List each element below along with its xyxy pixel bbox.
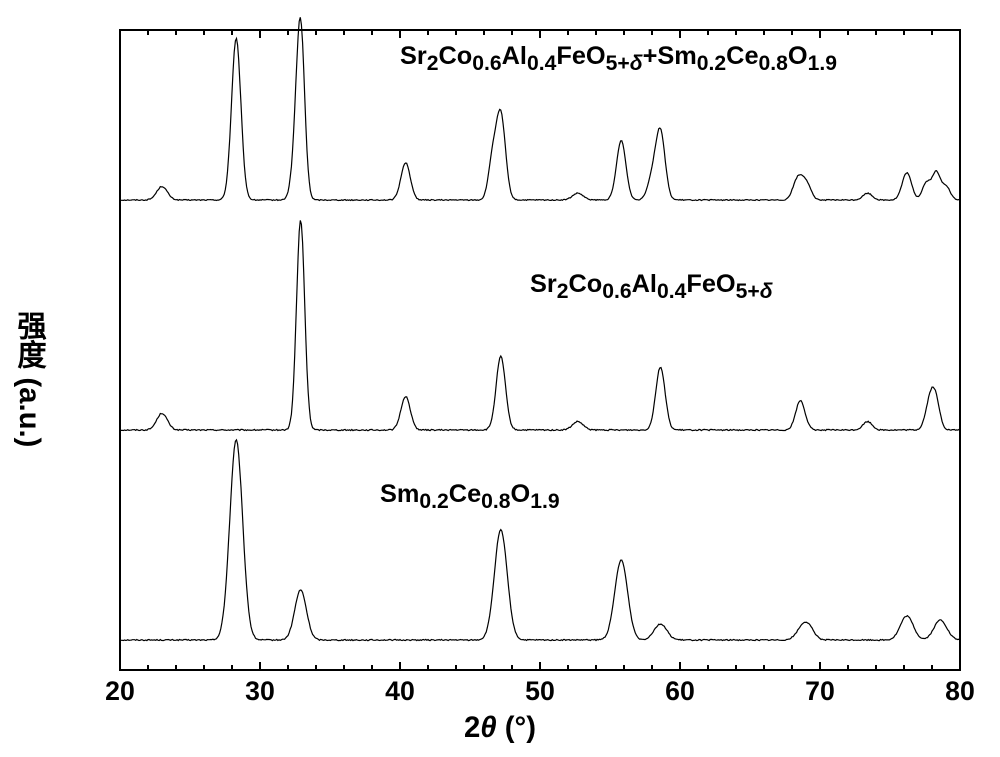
x-axis-label-text: 2θ (°) — [464, 711, 536, 744]
xrd-figure: 强度 (a.u.) 20 30 40 50 60 70 80 Sr2Co0.6Al0.4Fe… — [0, 0, 1000, 757]
plot-svg — [0, 0, 1000, 757]
y-axis-label-cn: 强度 — [13, 310, 46, 369]
x-tick-label: 20 — [105, 676, 135, 707]
x-tick-label: 50 — [525, 676, 555, 707]
xrd-trace-middle — [120, 220, 960, 430]
x-tick-label: 80 — [945, 676, 975, 707]
xrd-trace-bottom — [120, 440, 960, 641]
x-tick-label: 40 — [385, 676, 415, 707]
x-axis-label: 2θ (°) — [0, 711, 1000, 745]
x-tick-label: 60 — [665, 676, 695, 707]
trace-label-top: Sr2Co0.6Al0.4FeO5+δ+Sm0.2Ce0.8O1.9 — [400, 42, 837, 76]
x-tick-label: 70 — [805, 676, 835, 707]
y-axis-label: 强度 (a.u.) — [8, 310, 50, 447]
trace-label-bottom: Sm0.2Ce0.8O1.9 — [380, 480, 560, 514]
y-axis-label-unit: (a.u.) — [13, 369, 46, 447]
trace-label-middle: Sr2Co0.6Al0.4FeO5+δ — [530, 270, 773, 304]
x-tick-label: 30 — [245, 676, 275, 707]
